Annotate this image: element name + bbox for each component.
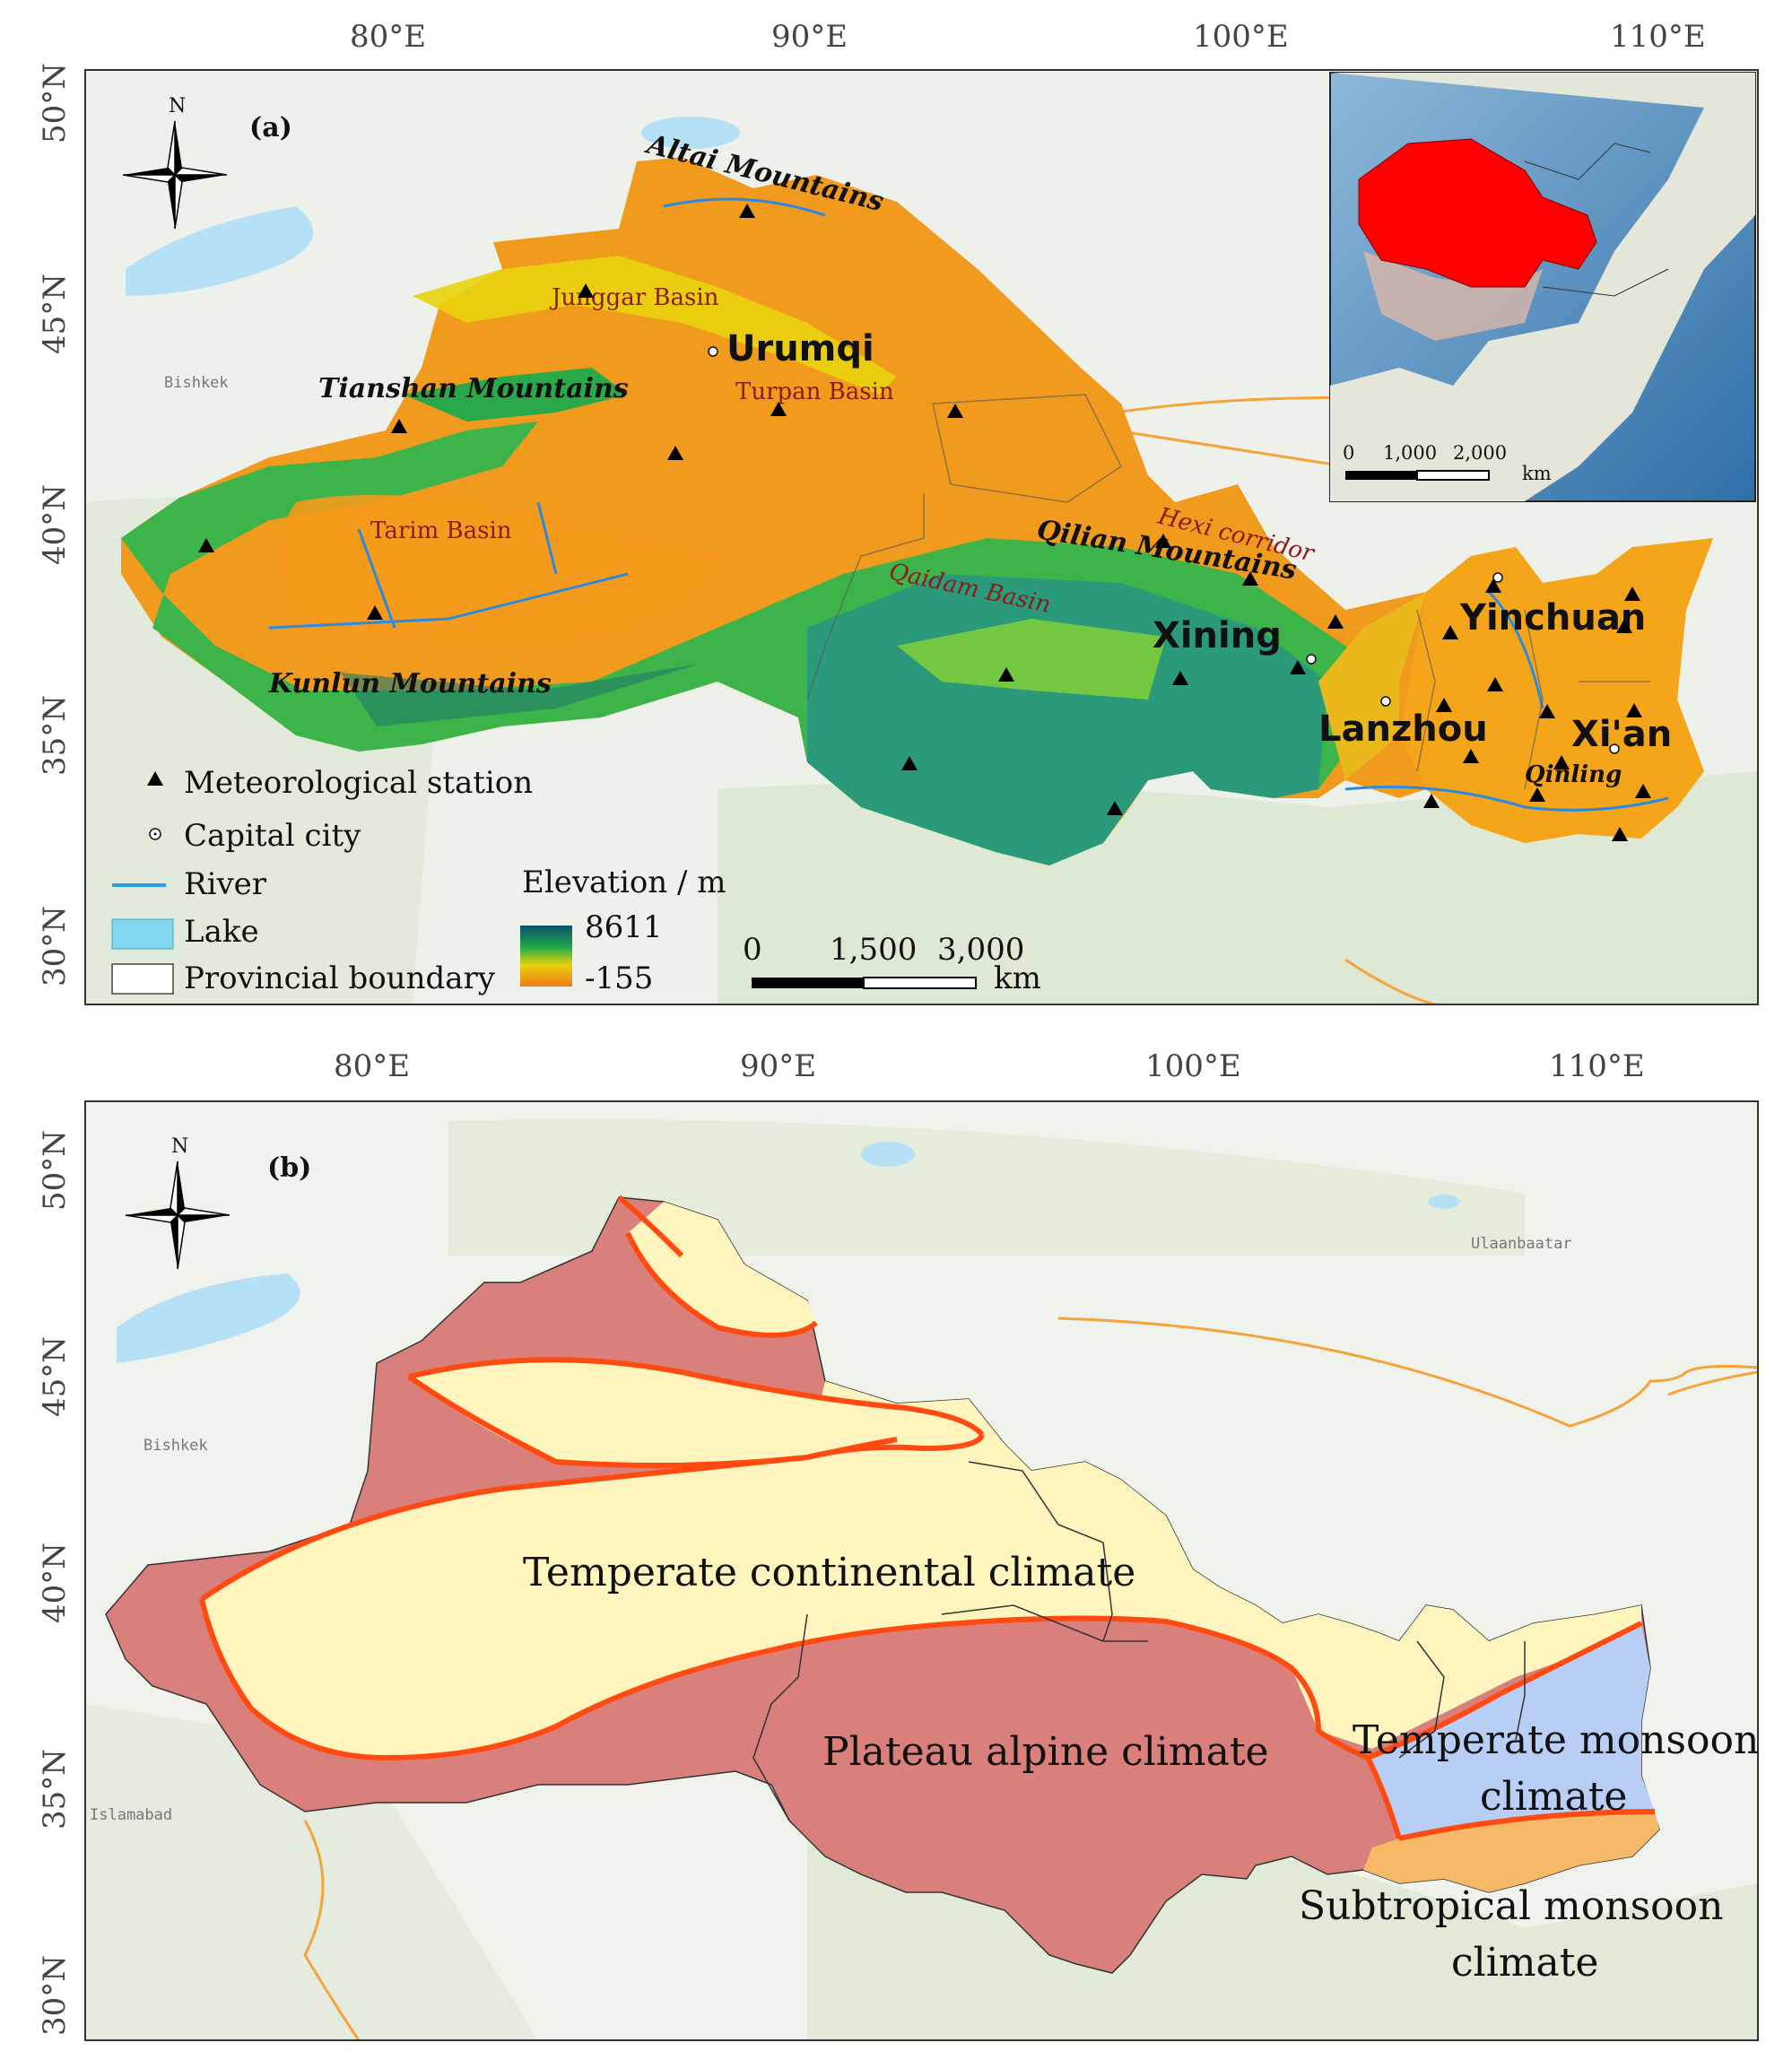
- panel-b: 80°E 90°E 100°E 110°E 50°N 45°N 40°N 35°…: [37, 1048, 1759, 2041]
- city-urumqi: Urumqi: [726, 328, 874, 369]
- lon-tick-80-a: 80°E: [350, 19, 426, 55]
- zone-temperate-continental-mid: [409, 1360, 982, 1465]
- label-tianshan: Tianshan Mountains: [318, 373, 629, 404]
- city-lanzhou: Lanzhou: [1318, 708, 1488, 750]
- lake-north: [641, 117, 740, 149]
- lat-tick-50-b: 50°N: [37, 1130, 73, 1211]
- label-temperate-monsoon-2: climate: [1480, 1774, 1627, 1820]
- city-bishkek-b: Bishkek: [144, 1437, 208, 1455]
- lat-tick-30-a: 30°N: [37, 906, 73, 987]
- lon-tick-90-a: 90°E: [771, 19, 848, 55]
- legend-elev-min: -155: [585, 960, 653, 996]
- scale-1500: 1,500: [830, 932, 917, 968]
- city-xian: Xi'an: [1571, 714, 1672, 755]
- lat-tick-30-b: 30°N: [37, 1955, 73, 2036]
- legend-a: Meteorological station Capital city Rive…: [111, 765, 726, 996]
- inset-land: [1330, 73, 1755, 501]
- label-temperate-continental: Temperate continental climate: [523, 1550, 1135, 1595]
- lat-tick-35-a: 35°N: [37, 695, 73, 776]
- label-subtropical-monsoon-1: Subtropical monsoon: [1299, 1883, 1723, 1929]
- provincial-boundary-b: [752, 1461, 1526, 1821]
- city-islamabad: Islamabad: [90, 1806, 172, 1824]
- loess-plateau-fill: [1399, 538, 1713, 843]
- lat-tick-40-b: 40°N: [37, 1543, 73, 1623]
- lat-tick-50-a: 50°N: [37, 63, 73, 143]
- legend-boundary: Provincial boundary: [184, 960, 496, 996]
- north-arrow-b: N: [125, 1135, 231, 1270]
- lon-tick-110-b: 110°E: [1549, 1048, 1645, 1084]
- label-plateau-alpine: Plateau alpine climate: [822, 1729, 1269, 1775]
- inset-scale-0: 0: [1343, 442, 1354, 464]
- study-area-elevation: [121, 157, 1713, 865]
- zone-temperate-continental-north: [628, 1202, 816, 1335]
- provincial-boundary: [932, 394, 1122, 503]
- north-label-a: N: [169, 95, 186, 117]
- inset-study-area: [1358, 138, 1597, 288]
- label-tarim: Tarim Basin: [370, 517, 512, 544]
- lon-tick-80-b: 80°E: [334, 1048, 410, 1084]
- scale-unit: km: [994, 960, 1041, 996]
- legend-capital: Capital city: [184, 818, 361, 854]
- elevation-colorbar: [520, 926, 572, 987]
- label-temperate-monsoon-1: Temperate monsoon: [1353, 1717, 1759, 1763]
- scale-0: 0: [743, 932, 762, 968]
- lat-tick-45-b: 45°N: [37, 1336, 73, 1417]
- lon-tick-100-b: 100°E: [1145, 1048, 1241, 1084]
- panel-b-label: (b): [267, 1152, 311, 1184]
- zone-temperate-continental-south: [202, 1381, 1641, 1758]
- north-label-b: N: [171, 1135, 188, 1158]
- legend-elev-max: 8611: [585, 909, 663, 945]
- inset-scale-1000: 1,000: [1383, 442, 1437, 464]
- city-ulaanbaatar: Ulaanbaatar: [1471, 1235, 1572, 1253]
- north-arrow-a: N: [122, 95, 228, 230]
- label-turpan: Turpan Basin: [735, 378, 894, 405]
- legend-station: Meteorological station: [184, 765, 533, 801]
- panel-a: 0 1,000 2,000 km 80°E 90°E 100°E 110°E 5…: [37, 19, 1759, 1005]
- met-stations: [198, 204, 1651, 841]
- lon-tick-100-a: 100°E: [1193, 19, 1289, 55]
- lon-tick-110-a: 110°E: [1610, 19, 1706, 55]
- label-kunlun: Kunlun Mountains: [268, 668, 552, 700]
- lake-balkhash: [126, 206, 314, 296]
- zone-temperate-monsoon: [1368, 1623, 1655, 1838]
- label-junggar: Junggar Basin: [549, 284, 719, 311]
- city-yinchuan: Yinchuan: [1459, 597, 1646, 639]
- rivers: [268, 501, 629, 630]
- inset-scale-unit: km: [1522, 463, 1552, 484]
- inset-scale-2000: 2,000: [1453, 442, 1507, 464]
- scale-3000: 3,000: [937, 932, 1024, 968]
- lake-balkhash-b: [117, 1273, 300, 1363]
- label-qinling: Qinling: [1525, 761, 1622, 788]
- panel-a-label: (a): [249, 112, 292, 143]
- inset-map: 0 1,000 2,000 km: [1329, 72, 1756, 502]
- lat-tick-40-a: 40°N: [37, 484, 73, 565]
- city-xining: Xining: [1153, 615, 1282, 656]
- legend-lake: Lake: [184, 914, 259, 950]
- lat-tick-35-b: 35°N: [37, 1749, 73, 1830]
- label-subtropical-monsoon-2: climate: [1451, 1940, 1598, 1986]
- legend-river: River: [184, 866, 267, 902]
- city-bishkek-a: Bishkek: [164, 374, 229, 392]
- border-line-b: [1057, 1317, 1758, 1428]
- climate-boundaries: [199, 1195, 1656, 1841]
- lon-tick-90-b: 90°E: [740, 1048, 816, 1084]
- scalebar-a: 0 1,500 3,000 km: [743, 932, 1041, 996]
- legend-elevation-title: Elevation / m: [522, 865, 726, 900]
- lat-tick-45-a: 45°N: [37, 274, 73, 354]
